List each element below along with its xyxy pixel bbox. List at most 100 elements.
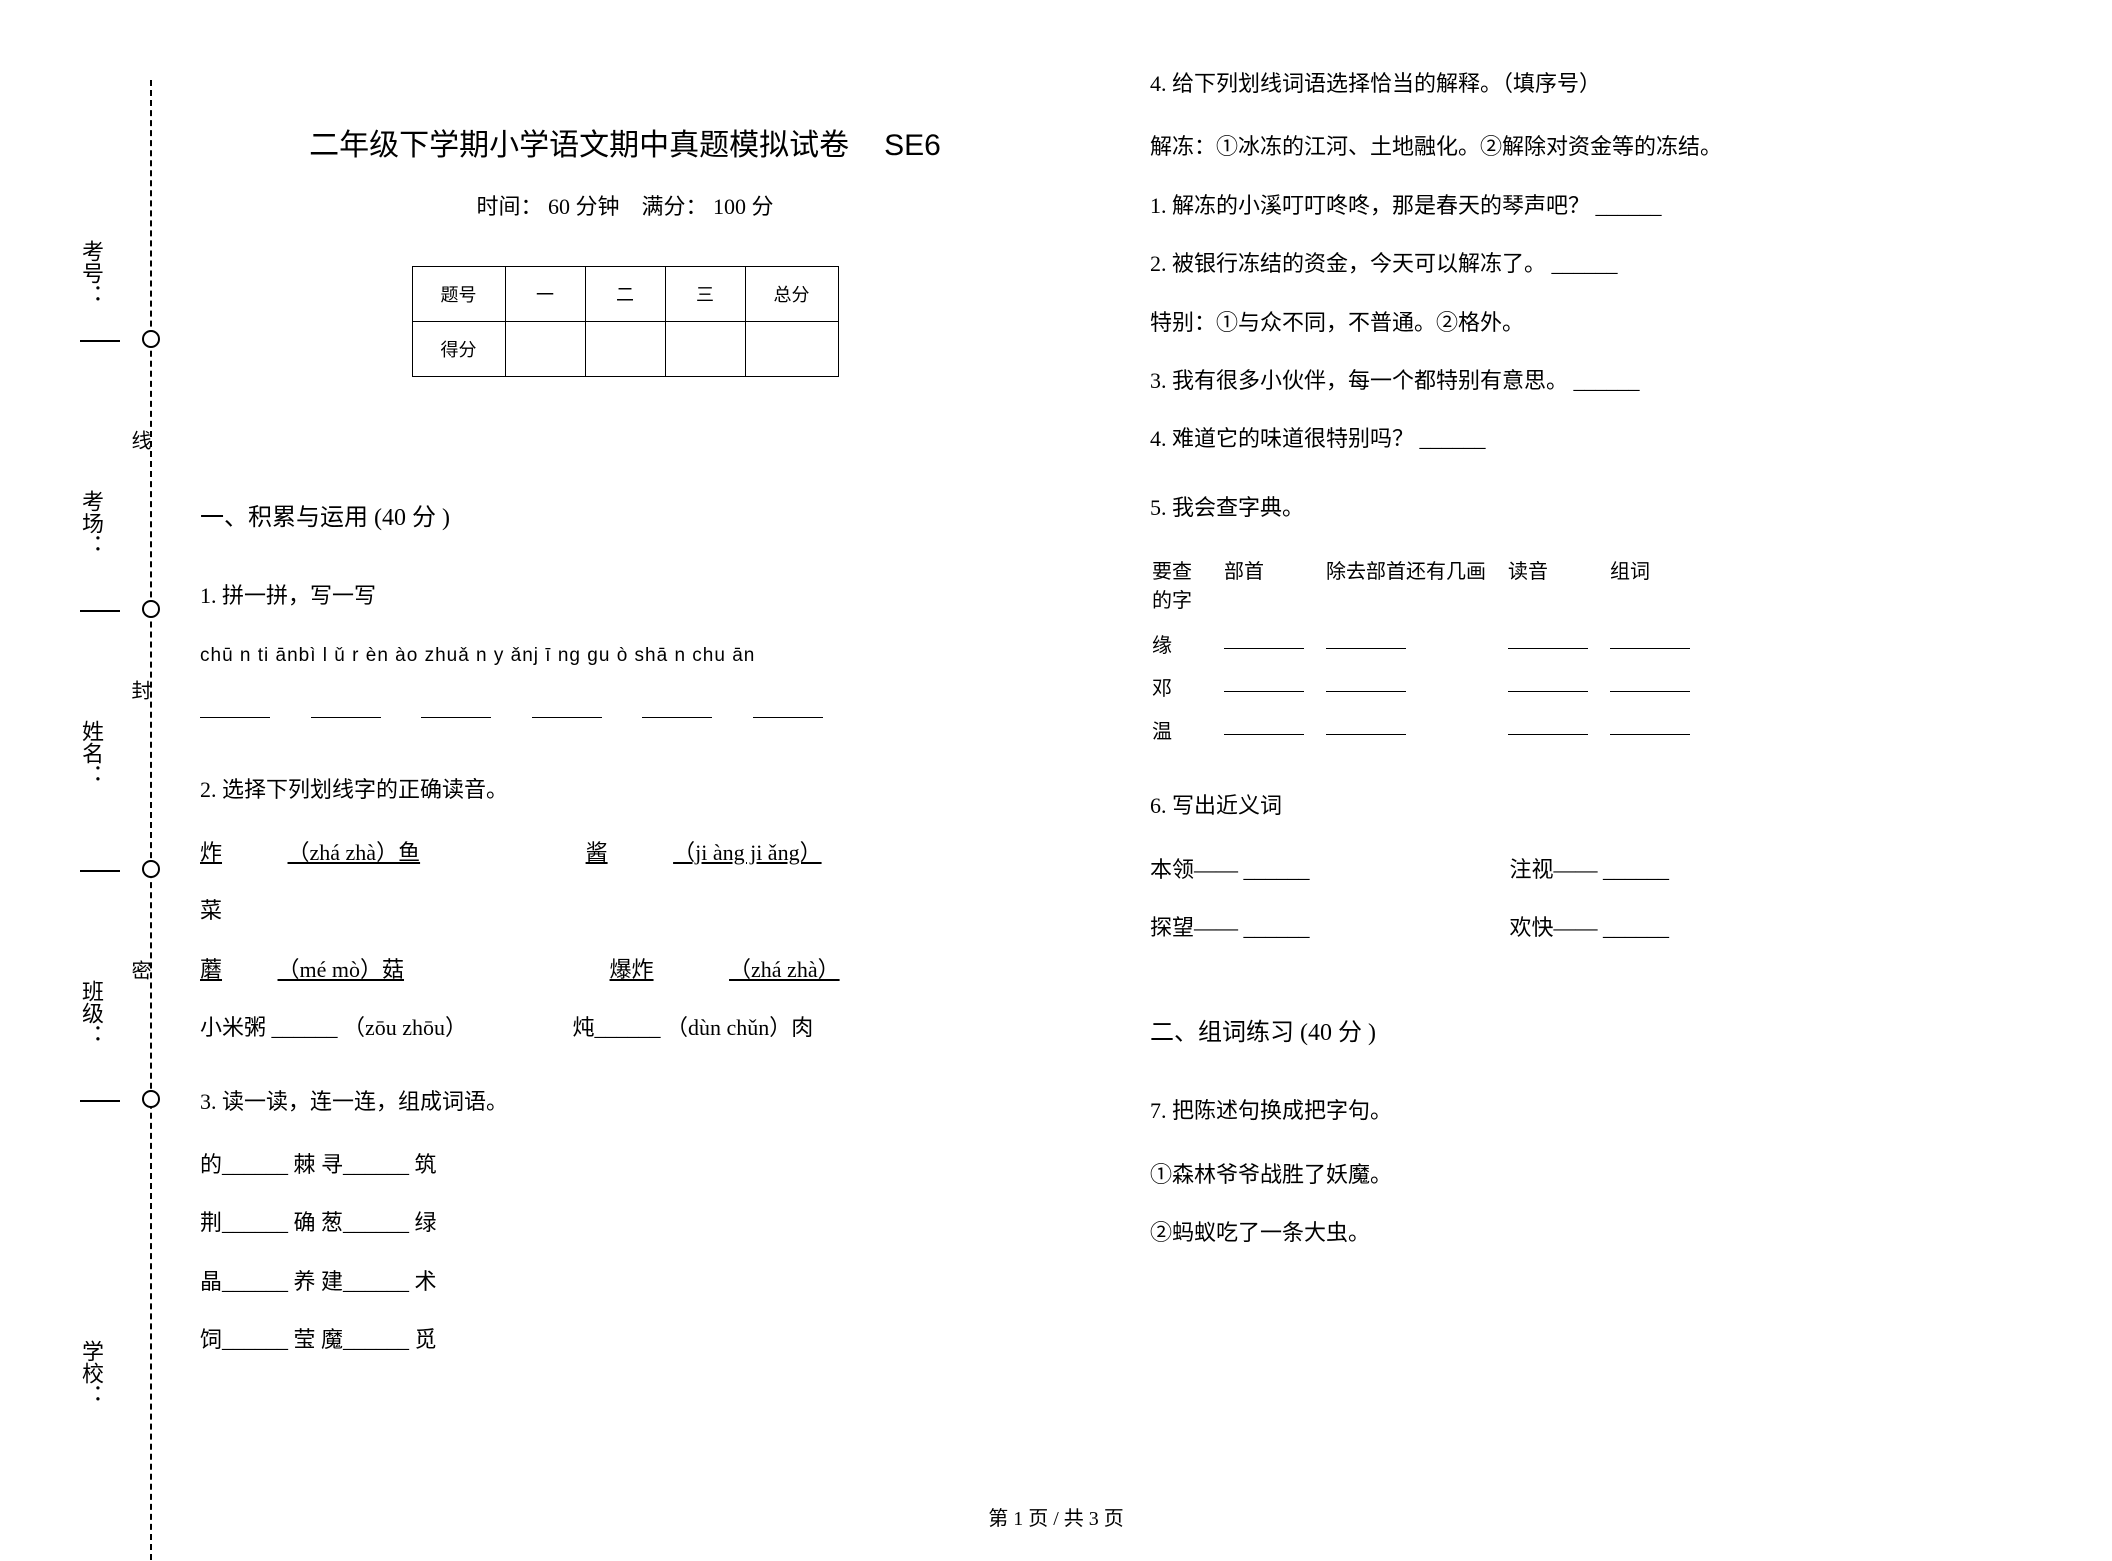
table-row: 温	[1152, 709, 1710, 750]
score-cell	[745, 322, 838, 377]
table-row: 缘	[1152, 623, 1710, 664]
q3-line: 荆______ 确 葱______ 绿	[200, 1199, 1050, 1247]
binding-marker-seal: 封	[125, 680, 154, 700]
blank	[1326, 715, 1406, 735]
q2-header: 2. 选择下列划线字的正确读音。	[200, 766, 1050, 814]
binding-hline	[80, 340, 120, 342]
dict-col: 部首	[1224, 549, 1324, 621]
q2-line: 菜	[200, 887, 1050, 935]
q4-sentence: 3. 我有很多小伙伴，每一个都特别有意思。 ______	[1150, 357, 2000, 405]
binding-label-room: 考场：	[75, 490, 107, 556]
binding-marker-secret: 密	[125, 960, 154, 980]
binding-hline	[80, 1100, 120, 1102]
table-row: 要查的字 部首 除去部首还有几画 读音 组词	[1152, 549, 1710, 621]
q2-line: 小米粥 ______ （zōu zhōu） 炖______ （dùn chǔn）…	[200, 1004, 1050, 1052]
q2-line: 蘑 （mé mò）菇 爆炸 （zhá zhà）	[200, 946, 1050, 994]
q2-word: 炸	[200, 840, 222, 865]
score-header: 题号	[412, 267, 505, 322]
q4-header: 4. 给下列划线词语选择恰当的解释。（填序号）	[1150, 60, 2000, 108]
title-row: 二年级下学期小学语文期中真题模拟试卷 SE6	[200, 120, 1050, 164]
table-row: 题号 一 二 三 总分	[412, 267, 838, 322]
full-label: 满分：	[642, 194, 708, 219]
blank	[311, 698, 381, 718]
exam-code: SE6	[884, 129, 941, 162]
blank	[1224, 629, 1304, 649]
q6-item: 注视—— ______	[1510, 846, 1670, 894]
exam-title: 二年级下学期小学语文期中真题模拟试卷	[309, 129, 849, 162]
dict-col: 除去部首还有几画	[1326, 549, 1506, 621]
content-area: 二年级下学期小学语文期中真题模拟试卷 SE6 时间： 60 分钟 满分： 100…	[200, 60, 2000, 1374]
score-header: 总分	[745, 267, 838, 322]
q7-sentence: ②蚂蚁吃了一条大虫。	[1150, 1209, 2000, 1257]
q1-blanks	[200, 687, 1050, 735]
q4-def: 解冻：①冰冻的江河、土地融化。②解除对资金等的冻结。	[1150, 123, 2000, 171]
blank	[1508, 672, 1588, 692]
q4-sentence: 4. 难道它的味道很特别吗？ ______	[1150, 415, 2000, 463]
full-value: 100 分	[713, 194, 774, 219]
score-cell	[505, 322, 585, 377]
binding-label-examno: 考号：	[75, 240, 107, 306]
blank	[1326, 629, 1406, 649]
q2-line: 炸 （zhá zhà）鱼 酱 （ji àng ji ǎng）	[200, 829, 1050, 877]
dict-col: 要查的字	[1152, 549, 1222, 621]
binding-circle	[142, 330, 160, 348]
table-row: 邓	[1152, 666, 1710, 707]
blank	[1610, 715, 1690, 735]
dict-char: 温	[1152, 709, 1222, 750]
q2-text: 小米粥 ______ （zōu zhōu）	[200, 1015, 467, 1040]
blank	[1508, 629, 1588, 649]
right-column: 4. 给下列划线词语选择恰当的解释。（填序号） 解冻：①冰冻的江河、土地融化。②…	[1150, 60, 2000, 1374]
blank	[532, 698, 602, 718]
q7-header: 7. 把陈述句换成把字句。	[1150, 1087, 2000, 1135]
binding-label-name: 姓名：	[75, 720, 107, 786]
binding-dashed-line	[150, 80, 152, 1560]
q4-sentence: 1. 解冻的小溪叮叮咚咚，那是春天的琴声吧？ ______	[1150, 182, 2000, 230]
q2-word: 爆炸	[410, 957, 654, 982]
blank	[1326, 672, 1406, 692]
blank	[1610, 629, 1690, 649]
score-cell	[665, 322, 745, 377]
q4-sentence: 2. 被银行冻结的资金，今天可以解冻了。 ______	[1150, 240, 2000, 288]
q2-text: 炖______ （dùn chǔn）肉	[473, 1015, 814, 1040]
dict-char: 缘	[1152, 623, 1222, 664]
score-header: 一	[505, 267, 585, 322]
q3-line: 饲______ 莹 魔______ 觅	[200, 1316, 1050, 1364]
q6-header: 6. 写出近义词	[1150, 782, 2000, 830]
blank	[1224, 715, 1304, 735]
q2-word: 蘑	[200, 957, 222, 982]
q1-pinyin: chū n ti ānbì l ǔ r èn ào zhuǎ n y ǎnj ī…	[200, 635, 1050, 677]
left-column: 二年级下学期小学语文期中真题模拟试卷 SE6 时间： 60 分钟 满分： 100…	[200, 60, 1050, 1374]
blank	[421, 698, 491, 718]
time-label: 时间：	[476, 194, 542, 219]
q2-py: （mé mò）菇	[228, 957, 405, 982]
q6-row: 本领—— ______ 注视—— ______	[1150, 846, 2000, 894]
q2-py: （zhá zhà）鱼	[228, 840, 421, 865]
blank	[753, 698, 823, 718]
binding-hline	[80, 610, 120, 612]
q3-line: 的______ 棘 寻______ 筑	[200, 1141, 1050, 1189]
page-footer: 第 1 页 / 共 3 页	[0, 1502, 2112, 1531]
dict-char: 邓	[1152, 666, 1222, 707]
binding-marker-line: 线	[125, 430, 154, 450]
q6-item: 欢快—— ______	[1510, 904, 1670, 952]
q6-item: 本领—— ______	[1150, 846, 1310, 894]
time-value: 60 分钟	[548, 194, 620, 219]
exam-subtitle: 时间： 60 分钟 满分： 100 分	[200, 189, 1050, 221]
binding-circle	[142, 860, 160, 878]
blank	[1224, 672, 1304, 692]
dict-col: 组词	[1610, 549, 1710, 621]
q2-word: 酱	[426, 840, 608, 865]
q3-line: 晶______ 养 建______ 术	[200, 1258, 1050, 1306]
q6-item: 探望—— ______	[1150, 904, 1310, 952]
q5-header: 5. 我会查字典。	[1150, 484, 2000, 532]
q3-header: 3. 读一读，连一连，组成词语。	[200, 1078, 1050, 1126]
blank	[1508, 715, 1588, 735]
score-header: 二	[585, 267, 665, 322]
q7-sentence: ①森林爷爷战胜了妖魔。	[1150, 1151, 2000, 1199]
binding-circle	[142, 1090, 160, 1108]
binding-margin: 考号： 考场： 姓名： 班级： 学校： 线 封 密	[30, 40, 180, 1520]
table-row: 得分	[412, 322, 838, 377]
q4-def: 特别：①与众不同，不普通。②格外。	[1150, 299, 2000, 347]
dictionary-table: 要查的字 部首 除去部首还有几画 读音 组词 缘 邓 温	[1150, 547, 1712, 752]
blank	[1610, 672, 1690, 692]
